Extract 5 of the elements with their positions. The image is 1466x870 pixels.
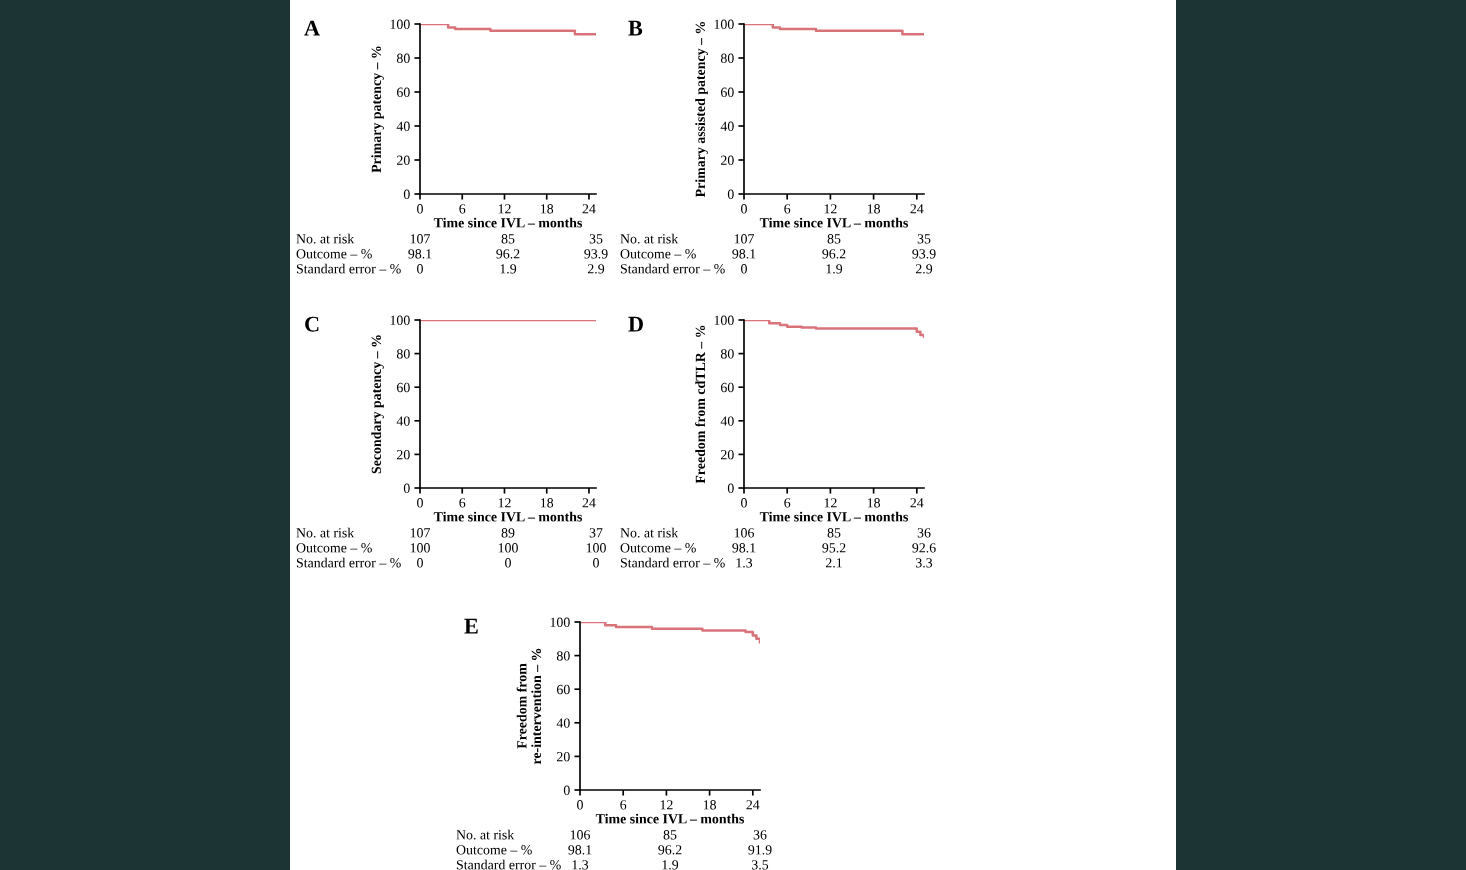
- chart-title: C: [305, 316, 319, 332]
- chart-title: D: [628, 316, 643, 332]
- chart-title: E: [464, 618, 478, 634]
- chart-title: B: [628, 20, 643, 36]
- chart-title: A: [304, 20, 320, 36]
